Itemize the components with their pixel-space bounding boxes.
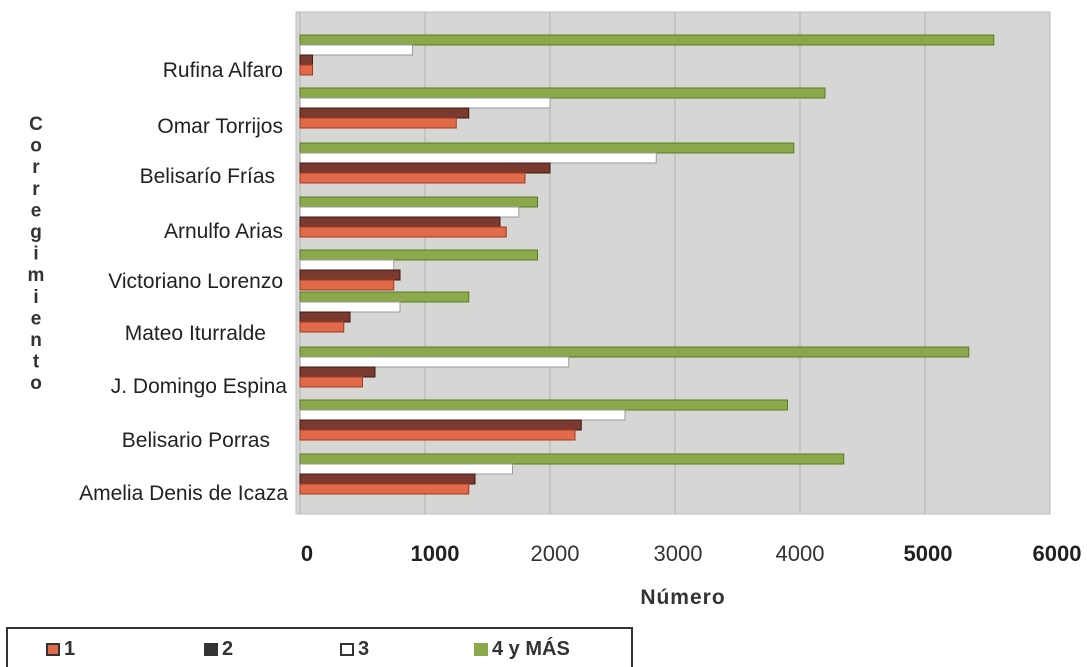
bar-series-3 (299, 152, 657, 164)
y-axis-title-letter: r (32, 157, 40, 178)
bars (299, 34, 995, 495)
bar-series-4-y-más (299, 196, 538, 208)
y-axis-title-letter: m (28, 265, 45, 286)
bar-series-3 (299, 463, 513, 475)
bar-series-4-y-más (299, 142, 795, 154)
x-axis-title: Número (640, 586, 725, 609)
bar-series-4-y-más (299, 87, 826, 99)
x-tick-label: 2000 (531, 541, 580, 566)
legend-swatch-2 (204, 643, 218, 656)
bar-series-1 (299, 321, 345, 333)
x-tick-label: 6000 (1033, 541, 1082, 566)
y-axis-title-letter: r (32, 179, 40, 200)
y-axis-title-letter: i (33, 287, 38, 308)
bar-series-1 (299, 279, 395, 291)
category-label: Belisario Porras (122, 429, 270, 452)
bar-chart: Rufina Alfaro Omar Torrijos Belisarío Fría… (28, 11, 1082, 609)
category-label: Arnulfo Arias (164, 220, 283, 243)
y-axis-title-letter: e (31, 200, 42, 221)
bar-series-2 (299, 473, 476, 485)
bar-series-4-y-más (299, 453, 845, 465)
bar-series-3 (299, 409, 626, 421)
bar-series-1 (299, 226, 507, 238)
x-tick-label: 5000 (904, 541, 953, 566)
bar-series-3 (299, 44, 413, 56)
bar-series-2 (299, 269, 401, 281)
y-axis-title-letter: t (33, 352, 40, 373)
category-label: Omar Torrijos (157, 115, 283, 138)
x-tick-label: 3000 (654, 541, 703, 566)
legend-item-1: 1 (46, 638, 75, 661)
bar-series-4-y-más (299, 34, 995, 46)
bar-series-3 (299, 97, 551, 109)
y-axis-title-letter: o (30, 136, 42, 157)
legend-swatch-4 (474, 643, 488, 656)
bar-series-4-y-más (299, 346, 970, 358)
bar-series-3 (299, 206, 520, 218)
y-axis-title-letter: C (29, 114, 43, 135)
y-axis-title-letter: e (31, 308, 42, 329)
bar-series-4-y-más (299, 249, 538, 261)
bar-series-3 (299, 356, 570, 368)
bar-series-3 (299, 301, 401, 313)
category-label: Mateo Iturralde (125, 322, 266, 345)
legend-swatch-3 (340, 643, 354, 656)
category-label: Victoriano Lorenzo (108, 270, 283, 293)
bar-series-3 (299, 259, 395, 271)
y-axis-title-letter: n (30, 330, 42, 351)
legend-label-4: 4 y MÁS (492, 638, 570, 660)
bar-series-2 (299, 366, 376, 378)
bar-series-2 (299, 107, 470, 119)
y-axis-title-letter: g (30, 222, 42, 243)
category-label: J. Domingo Espina (111, 375, 288, 398)
bar-series-1 (299, 376, 363, 388)
bar-series-2 (299, 162, 551, 174)
bar-series-1 (299, 483, 470, 495)
category-label: Rufina Alfaro (163, 59, 283, 82)
x-tick-label: 4000 (776, 541, 825, 566)
category-labels: Rufina Alfaro Omar Torrijos Belisarío Fría… (79, 59, 288, 505)
bar-series-1 (299, 64, 313, 76)
legend-item-3: 3 (340, 638, 369, 661)
legend-label-2: 2 (222, 638, 234, 660)
legend-item-4: 4 y MÁS (474, 638, 570, 661)
category-label: Belisarío Frías (140, 165, 275, 188)
legend-swatch-1 (46, 643, 60, 656)
y-axis-title-letter: i (33, 244, 38, 265)
bar-series-2 (299, 419, 582, 431)
bar-series-1 (299, 429, 576, 441)
legend: 1 2 3 4 y MÁS (6, 627, 633, 667)
bar-series-2 (299, 216, 501, 228)
bar-series-4-y-más (299, 399, 788, 411)
bar-series-1 (299, 117, 457, 129)
y-axis-title-letter: o (30, 373, 42, 394)
bar-series-2 (299, 311, 351, 323)
x-tick-label: 0 (301, 541, 313, 566)
bar-series-2 (299, 54, 313, 66)
x-tick-labels: 0 1000 2000 3000 4000 5000 6000 (301, 541, 1082, 566)
legend-item-2: 2 (204, 638, 233, 661)
legend-label-3: 3 (358, 638, 370, 660)
x-tick-label: 1000 (411, 541, 460, 566)
bar-series-1 (299, 172, 526, 184)
bar-series-4-y-más (299, 291, 470, 303)
category-label: Amelia Denis de Icaza (79, 482, 288, 505)
legend-label-1: 1 (64, 638, 76, 660)
